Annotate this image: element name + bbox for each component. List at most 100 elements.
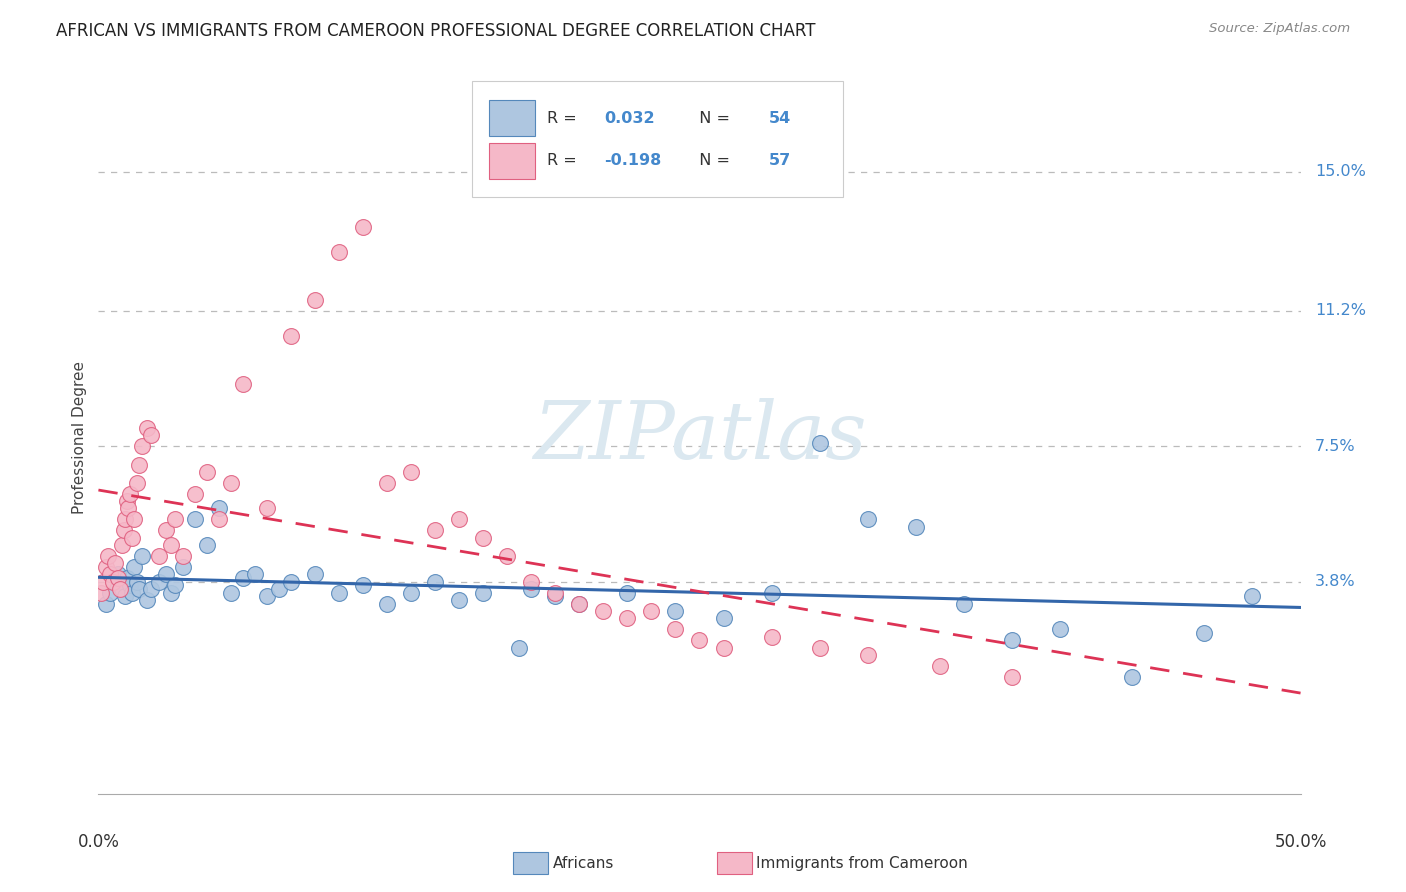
Text: 3.8%: 3.8% (1315, 574, 1355, 589)
Point (1121, 670, 1143, 684)
Point (97, 549, 120, 563)
Text: 57: 57 (769, 153, 792, 169)
Point (219, 585, 242, 599)
Point (568, 597, 591, 611)
Point (592, 604, 614, 618)
Point (256, 501, 278, 516)
Point (304, 293, 326, 307)
Point (664, 622, 686, 636)
Point (808, 640, 831, 655)
Point (90, 585, 112, 599)
Point (1241, 589, 1264, 603)
Point (114, 512, 136, 526)
Point (128, 582, 150, 596)
Point (520, 582, 543, 596)
Text: 0.032: 0.032 (605, 111, 655, 126)
Point (131, 439, 153, 453)
Text: 7.5%: 7.5% (1315, 439, 1355, 454)
Point (640, 604, 662, 618)
Point (208, 501, 231, 516)
Point (423, 574, 446, 589)
FancyBboxPatch shape (489, 143, 534, 178)
Point (664, 604, 686, 618)
Point (183, 512, 205, 526)
Point (165, 512, 187, 526)
Point (100, 567, 122, 582)
Point (114, 589, 136, 603)
FancyBboxPatch shape (489, 100, 534, 136)
Point (1001, 670, 1024, 684)
Point (352, 219, 374, 234)
Text: 15.0%: 15.0% (1315, 164, 1365, 179)
Text: Source: ZipAtlas.com: Source: ZipAtlas.com (1209, 22, 1350, 36)
Point (1001, 633, 1024, 648)
Text: 54: 54 (769, 111, 792, 126)
Point (135, 593, 157, 607)
Point (148, 549, 170, 563)
Point (125, 475, 148, 490)
Point (112, 524, 135, 538)
Text: N =: N = (689, 153, 735, 169)
Point (399, 465, 422, 479)
Text: 50.0%: 50.0% (1274, 833, 1327, 851)
Point (219, 475, 242, 490)
Text: 0.0%: 0.0% (77, 833, 120, 851)
Point (195, 538, 218, 552)
Point (195, 465, 218, 479)
Point (375, 597, 398, 611)
Point (159, 585, 181, 599)
Point (124, 560, 146, 574)
Point (713, 640, 735, 655)
Text: 11.2%: 11.2% (1315, 303, 1367, 318)
Point (761, 630, 783, 644)
Point (148, 574, 170, 589)
Point (107, 567, 129, 582)
Point (496, 549, 519, 563)
Text: R =: R = (547, 111, 582, 126)
Point (328, 245, 350, 260)
Text: N =: N = (689, 111, 735, 126)
Point (688, 633, 710, 648)
Point (155, 567, 177, 582)
Point (423, 524, 446, 538)
Text: Immigrants from Cameroon: Immigrants from Cameroon (756, 856, 969, 871)
Point (761, 585, 783, 599)
Point (94, 560, 117, 574)
Point (472, 585, 495, 599)
Point (117, 494, 139, 508)
Point (256, 589, 278, 603)
Point (328, 585, 350, 599)
FancyBboxPatch shape (472, 81, 842, 197)
Point (243, 567, 266, 582)
Point (118, 578, 141, 592)
Point (447, 593, 470, 607)
Point (928, 658, 950, 673)
Text: -0.198: -0.198 (605, 153, 662, 169)
Text: AFRICAN VS IMMIGRANTS FROM CAMEROON PROFESSIONAL DEGREE CORRELATION CHART: AFRICAN VS IMMIGRANTS FROM CAMEROON PROF… (56, 22, 815, 40)
Point (399, 585, 422, 599)
Point (159, 538, 181, 552)
Point (280, 574, 302, 589)
Point (104, 557, 127, 571)
Point (135, 421, 157, 435)
Point (713, 611, 735, 625)
Point (94, 597, 117, 611)
Point (304, 567, 326, 582)
Point (953, 597, 976, 611)
Point (232, 571, 254, 585)
Point (107, 571, 129, 585)
Point (568, 597, 591, 611)
Point (124, 512, 146, 526)
Point (856, 512, 879, 526)
Point (352, 578, 374, 592)
Point (155, 524, 177, 538)
Point (117, 501, 139, 516)
Point (544, 589, 567, 603)
Point (208, 512, 231, 526)
Point (125, 574, 148, 589)
Point (117, 571, 139, 585)
Point (104, 574, 127, 589)
Point (101, 574, 124, 589)
Point (121, 531, 143, 545)
Point (118, 487, 141, 501)
